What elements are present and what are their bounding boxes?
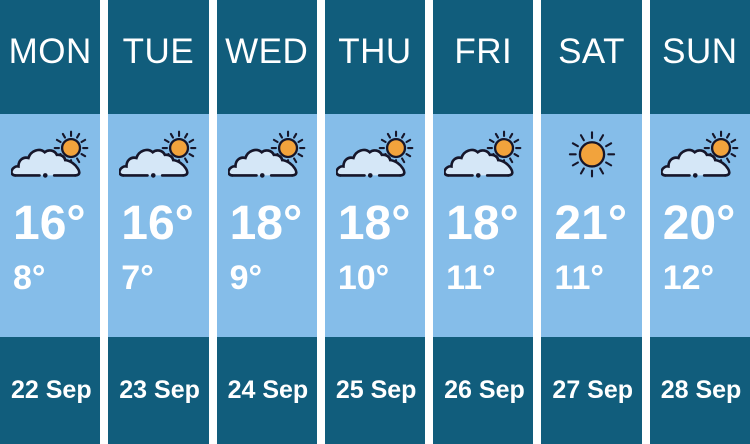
forecast-day-column: TUE	[108, 0, 209, 444]
cloud-part	[335, 148, 406, 178]
cloud-part	[660, 148, 731, 178]
day-body: 18° 9°	[216, 114, 317, 337]
day-footer: 28 Sep	[649, 337, 750, 444]
forecast-day-column: WED	[216, 0, 317, 444]
forecast-day-column: SUN	[649, 0, 750, 444]
high-temperature: 16°	[13, 197, 86, 250]
sun-behind-cloud-icon	[335, 130, 414, 178]
day-body: 18° 10°	[324, 114, 426, 337]
forecast-day-column: SAT	[541, 0, 642, 444]
low-temperature: 12°	[662, 259, 715, 297]
weather-icon-wrap	[0, 114, 100, 200]
day-header: TUE	[108, 0, 209, 114]
low-temperature: 10°	[337, 259, 390, 297]
day-name-label: MON	[8, 32, 92, 71]
low-temperature: 9°	[229, 259, 263, 297]
high-temperature: 18°	[229, 197, 303, 250]
day-body: 16° 8°	[0, 114, 101, 337]
cloud-part	[227, 148, 298, 178]
day-header: THU	[324, 0, 426, 114]
high-temperature: 18°	[446, 197, 519, 250]
weather-icon-wrap	[433, 114, 533, 200]
sun-part	[568, 130, 615, 177]
day-name-label: THU	[338, 32, 412, 71]
day-footer: 23 Sep	[108, 337, 209, 444]
sun-behind-cloud-icon	[11, 130, 89, 178]
date-label: 23 Sep	[119, 376, 200, 404]
day-name-label: SAT	[558, 32, 626, 71]
day-body: 20° 12°	[649, 114, 750, 337]
weather-icon-wrap	[325, 114, 425, 200]
date-label: 25 Sep	[335, 376, 417, 404]
date-label: 22 Sep	[11, 376, 92, 404]
weather-icon-wrap	[650, 114, 750, 200]
high-temperature: 16°	[121, 197, 194, 250]
date-label: 28 Sep	[660, 376, 742, 404]
cloud-part	[119, 148, 190, 178]
day-header: SUN	[649, 0, 750, 114]
day-name-label: FRI	[454, 32, 513, 71]
low-temperature: 11°	[446, 259, 496, 297]
weather-icon-wrap	[541, 114, 641, 200]
day-footer: 26 Sep	[433, 337, 534, 444]
day-header: WED	[216, 0, 317, 114]
date-label: 26 Sep	[444, 376, 525, 404]
high-temperature: 20°	[662, 197, 736, 250]
high-temperature: 21°	[554, 197, 628, 250]
day-footer: 22 Sep	[0, 337, 101, 444]
sun-behind-cloud-icon	[444, 130, 522, 178]
low-temperature: 8°	[13, 259, 46, 297]
day-header: FRI	[433, 0, 534, 114]
day-body: 21° 11°	[541, 114, 642, 337]
day-footer: 24 Sep	[216, 337, 317, 444]
day-footer: 25 Sep	[324, 337, 426, 444]
day-name-label: WED	[225, 32, 309, 71]
day-body: 16° 7°	[108, 114, 209, 337]
sun-behind-cloud-icon	[660, 130, 739, 178]
day-name-label: SUN	[662, 32, 738, 71]
forecast-day-column: THU	[324, 0, 426, 444]
day-name-label: TUE	[122, 32, 195, 71]
sun-behind-cloud-icon	[119, 130, 197, 178]
sunny-icon	[568, 130, 615, 177]
date-label: 24 Sep	[227, 376, 309, 404]
sun-part	[703, 130, 739, 165]
day-header: SAT	[541, 0, 642, 114]
day-footer: 27 Sep	[541, 337, 642, 444]
day-header: MON	[0, 0, 101, 114]
low-temperature: 7°	[121, 259, 154, 297]
sun-behind-cloud-icon	[227, 130, 306, 178]
date-label: 27 Sep	[552, 376, 634, 404]
low-temperature: 11°	[554, 259, 604, 297]
high-temperature: 18°	[337, 197, 411, 250]
weather-icon-wrap	[217, 114, 317, 200]
day-body: 18° 11°	[433, 114, 534, 337]
weather-icon-wrap	[108, 114, 208, 200]
forecast-day-column: MON	[0, 0, 101, 444]
forecast-day-column: FRI	[433, 0, 534, 444]
cloud-part	[11, 148, 81, 178]
cloud-part	[444, 148, 514, 178]
